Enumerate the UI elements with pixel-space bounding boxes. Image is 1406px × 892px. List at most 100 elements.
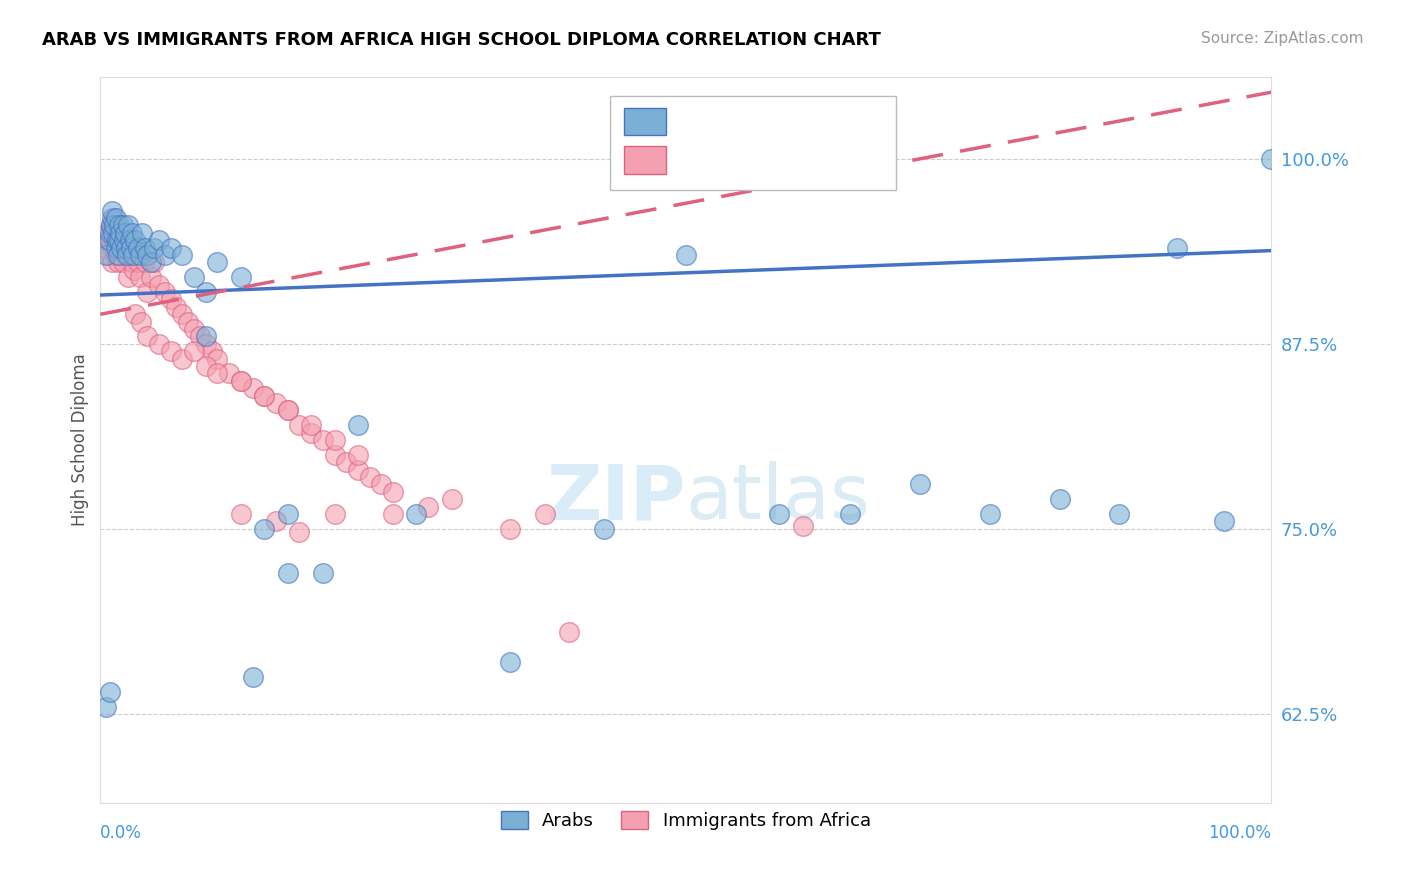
- Point: [242, 381, 264, 395]
- Point: [299, 418, 322, 433]
- Point: [107, 255, 129, 269]
- Point: [98, 226, 121, 240]
- Point: [194, 337, 217, 351]
- Point: [347, 448, 370, 462]
- Point: [103, 211, 125, 225]
- Point: [148, 277, 170, 292]
- Point: [159, 293, 181, 307]
- Point: [111, 255, 134, 269]
- Point: [183, 270, 205, 285]
- Point: [104, 248, 127, 262]
- Point: [103, 241, 125, 255]
- Point: [100, 219, 122, 233]
- Point: [242, 670, 264, 684]
- Point: [122, 248, 145, 262]
- Point: [277, 566, 299, 581]
- Point: [127, 255, 149, 269]
- Point: [792, 519, 814, 533]
- Point: [120, 241, 142, 255]
- Point: [159, 344, 181, 359]
- Point: [120, 241, 142, 255]
- Point: [110, 226, 132, 240]
- Point: [172, 351, 194, 366]
- Point: [115, 248, 138, 262]
- Point: [97, 248, 120, 262]
- Point: [153, 285, 176, 299]
- Point: [143, 255, 166, 269]
- Point: [370, 477, 392, 491]
- Point: [104, 211, 127, 225]
- Point: [323, 433, 346, 447]
- Point: [115, 241, 138, 255]
- Point: [299, 425, 322, 440]
- Point: [675, 248, 697, 262]
- Point: [96, 699, 118, 714]
- Point: [118, 248, 141, 262]
- Point: [121, 255, 143, 269]
- Point: [114, 226, 136, 240]
- Point: [207, 255, 229, 269]
- Point: [382, 484, 405, 499]
- Point: [117, 270, 139, 285]
- Point: [172, 307, 194, 321]
- Point: [277, 403, 299, 417]
- Point: [148, 233, 170, 247]
- Text: R = 0.051: R = 0.051: [681, 112, 770, 131]
- Point: [277, 507, 299, 521]
- Point: [440, 492, 463, 507]
- Point: [347, 463, 370, 477]
- Point: [117, 219, 139, 233]
- Point: [98, 233, 121, 247]
- Point: [110, 248, 132, 262]
- Point: [108, 241, 131, 255]
- FancyBboxPatch shape: [624, 108, 666, 136]
- Point: [122, 233, 145, 247]
- Point: [131, 226, 153, 240]
- Point: [114, 241, 136, 255]
- Point: [229, 507, 252, 521]
- Point: [200, 344, 222, 359]
- Point: [117, 248, 139, 262]
- Point: [288, 418, 311, 433]
- Point: [108, 219, 131, 233]
- Point: [194, 359, 217, 373]
- Point: [96, 241, 118, 255]
- Point: [359, 470, 381, 484]
- Point: [177, 315, 200, 329]
- Point: [124, 233, 146, 247]
- Point: [323, 448, 346, 462]
- Point: [264, 515, 287, 529]
- Point: [101, 203, 124, 218]
- Point: [139, 255, 162, 269]
- Point: [1166, 241, 1188, 255]
- Text: N = 89: N = 89: [803, 151, 870, 169]
- Point: [110, 226, 132, 240]
- Y-axis label: High School Diploma: High School Diploma: [72, 354, 89, 526]
- Point: [159, 241, 181, 255]
- Point: [105, 233, 128, 247]
- Point: [183, 344, 205, 359]
- Point: [768, 507, 790, 521]
- Point: [118, 233, 141, 247]
- Point: [124, 248, 146, 262]
- Point: [499, 522, 522, 536]
- Point: [153, 248, 176, 262]
- Point: [108, 233, 131, 247]
- Point: [1213, 515, 1236, 529]
- Point: [418, 500, 440, 514]
- Point: [134, 241, 156, 255]
- Point: [335, 455, 357, 469]
- Point: [229, 374, 252, 388]
- Point: [207, 367, 229, 381]
- Point: [101, 226, 124, 240]
- Point: [129, 270, 152, 285]
- FancyBboxPatch shape: [610, 95, 897, 190]
- Point: [131, 248, 153, 262]
- Point: [534, 507, 557, 521]
- Point: [125, 241, 148, 255]
- Point: [592, 522, 614, 536]
- Point: [188, 329, 211, 343]
- Point: [136, 285, 159, 299]
- Point: [127, 241, 149, 255]
- Point: [117, 233, 139, 247]
